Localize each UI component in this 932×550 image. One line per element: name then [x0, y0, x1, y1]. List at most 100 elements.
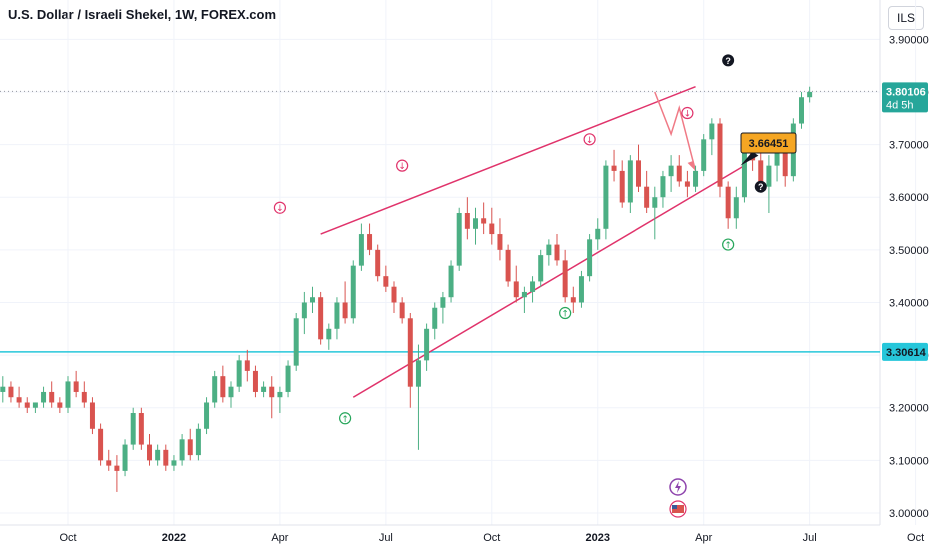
candle — [799, 91, 804, 129]
candle-body — [587, 239, 593, 277]
candle-body — [252, 370, 258, 392]
candle — [204, 397, 210, 435]
candle — [676, 155, 682, 187]
candle-body — [16, 397, 22, 403]
x-tick-label: Apr — [271, 532, 288, 544]
candle — [741, 144, 747, 203]
candle — [709, 118, 715, 156]
candle — [644, 170, 650, 214]
candle — [16, 386, 22, 408]
candle — [473, 207, 478, 245]
candle-body — [106, 460, 112, 466]
candle-body — [709, 123, 715, 140]
sell-signal-icon: ↓ — [273, 201, 286, 214]
candle-body — [424, 328, 430, 361]
signal-glyph: ↑ — [341, 415, 349, 425]
candle — [415, 344, 421, 450]
question-glyph: ? — [758, 182, 764, 192]
candle-body — [799, 97, 804, 124]
candle-body — [147, 444, 152, 461]
candle-body — [32, 402, 38, 408]
candle-body — [57, 402, 63, 408]
candle — [0, 376, 6, 403]
candle-body — [114, 465, 120, 471]
countdown-value: 4d 5h — [886, 99, 914, 111]
candle — [554, 234, 560, 266]
candle — [301, 291, 307, 335]
candle-body — [0, 386, 6, 392]
candle-body — [619, 170, 625, 203]
candle-body — [228, 386, 234, 398]
candle — [538, 249, 544, 287]
candle — [383, 265, 389, 292]
candle — [603, 160, 609, 240]
candle — [81, 381, 87, 408]
candle-body — [73, 381, 79, 392]
candle-body — [636, 160, 641, 187]
candle-body — [554, 244, 560, 261]
candle-body — [179, 439, 185, 461]
signal-glyph: ↓ — [398, 162, 406, 172]
candle — [619, 160, 625, 208]
x-tick-label: Jul — [803, 532, 817, 544]
candle-body — [342, 302, 348, 319]
candle — [456, 207, 462, 271]
candle — [375, 244, 381, 282]
buy-signal-icon: ↑ — [559, 306, 572, 320]
candle — [595, 218, 601, 250]
candle-body — [530, 281, 536, 292]
signal-glyph: ↑ — [724, 241, 732, 251]
question-mark-icon: ? — [754, 180, 767, 193]
candle-body — [603, 165, 609, 229]
candle — [24, 397, 30, 414]
signal-glyph: ↓ — [586, 136, 594, 146]
candle — [326, 323, 332, 350]
candle — [310, 286, 315, 314]
candle-body — [367, 234, 373, 250]
candle — [611, 149, 617, 182]
candle-body — [49, 391, 55, 403]
candle — [733, 186, 739, 229]
candle-body — [220, 376, 226, 398]
question-mark-icon: ? — [722, 54, 735, 67]
x-tick-label: Oct — [483, 532, 500, 544]
signal-glyph: ↓ — [684, 110, 692, 120]
buy-signal-icon: ↑ — [339, 412, 352, 425]
candle-body — [81, 391, 87, 403]
candle — [228, 381, 234, 408]
y-tick-label: 3.90000 — [889, 34, 929, 46]
candle — [73, 370, 79, 398]
grid — [0, 0, 917, 525]
candle — [652, 186, 658, 240]
candle-body — [310, 297, 315, 303]
candle-body — [293, 318, 299, 366]
candle — [212, 370, 218, 408]
candle — [440, 291, 446, 324]
candle-body — [448, 265, 454, 298]
candle — [546, 239, 552, 266]
candle — [244, 349, 250, 382]
x-tick-label: Apr — [695, 532, 712, 544]
currency-selector[interactable]: ILS — [888, 6, 924, 30]
candle — [481, 202, 487, 235]
support-price-value: 3.30614 — [886, 347, 927, 359]
candle — [41, 386, 47, 408]
candle — [570, 286, 576, 314]
candle-body — [261, 386, 267, 392]
candle — [236, 355, 242, 392]
candle — [334, 297, 340, 340]
last-price-value: 3.80106 — [886, 86, 926, 98]
candle — [766, 155, 772, 214]
annotations: ↓ ↓ ↓ ↓ ↑ ↑ ↑?? 3.66451 — [273, 54, 797, 518]
candle-body — [644, 186, 650, 208]
signal-glyph: ↓ — [276, 204, 284, 214]
candle — [138, 407, 144, 450]
candle — [252, 365, 258, 398]
candle-body — [684, 181, 690, 187]
candle-body — [505, 249, 511, 282]
candle — [32, 402, 38, 414]
candle-body — [766, 165, 772, 187]
candle — [49, 381, 55, 408]
